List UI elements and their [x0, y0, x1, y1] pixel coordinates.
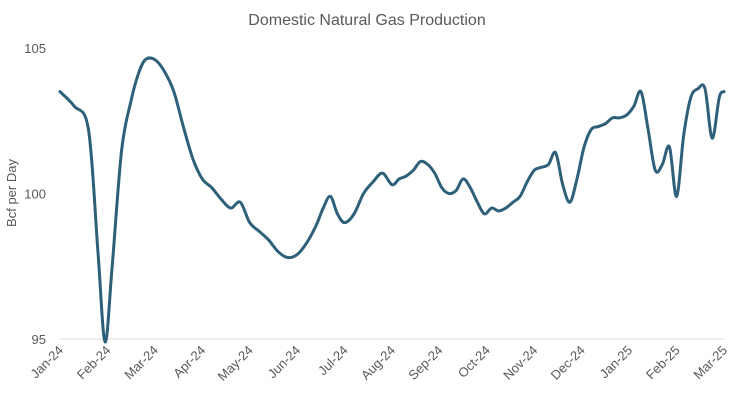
y-tick-labels: 95 100 105 — [24, 41, 46, 347]
x-tick-label: Mar-24 — [121, 343, 161, 383]
x-tick-labels: Jan-24 Feb-24 Mar-24 Apr-24 May-24 Jun-24 Jul-… — [27, 343, 730, 384]
x-tick-label: Feb-24 — [74, 343, 114, 383]
x-tick-label: Nov-24 — [500, 343, 540, 383]
x-tick-label: Jul-24 — [315, 343, 351, 379]
y-axis-label: Bcf per Day — [4, 159, 19, 227]
x-tick-label: Dec-24 — [548, 343, 588, 383]
y-tick-label: 105 — [24, 41, 46, 56]
series-line — [58, 56, 726, 344]
x-tick-label: Sep-24 — [405, 343, 445, 383]
x-tick-label: Apr-24 — [170, 343, 208, 381]
x-tick-label: Mar-25 — [690, 343, 730, 383]
y-tick-label: 95 — [32, 332, 46, 347]
x-tick-label: Aug-24 — [358, 343, 398, 383]
x-tick-label: Feb-25 — [643, 343, 683, 383]
chart-title: Domestic Natural Gas Production — [248, 12, 485, 29]
plot-area — [58, 56, 726, 344]
x-tick-label: Jan-24 — [27, 343, 66, 382]
x-tick-label: Oct-24 — [455, 343, 493, 381]
x-tick-label: Jan-25 — [597, 343, 636, 382]
x-tick-label: May-24 — [215, 343, 256, 384]
y-tick-label: 100 — [24, 187, 46, 202]
x-tick-label: Jun-24 — [265, 343, 304, 382]
